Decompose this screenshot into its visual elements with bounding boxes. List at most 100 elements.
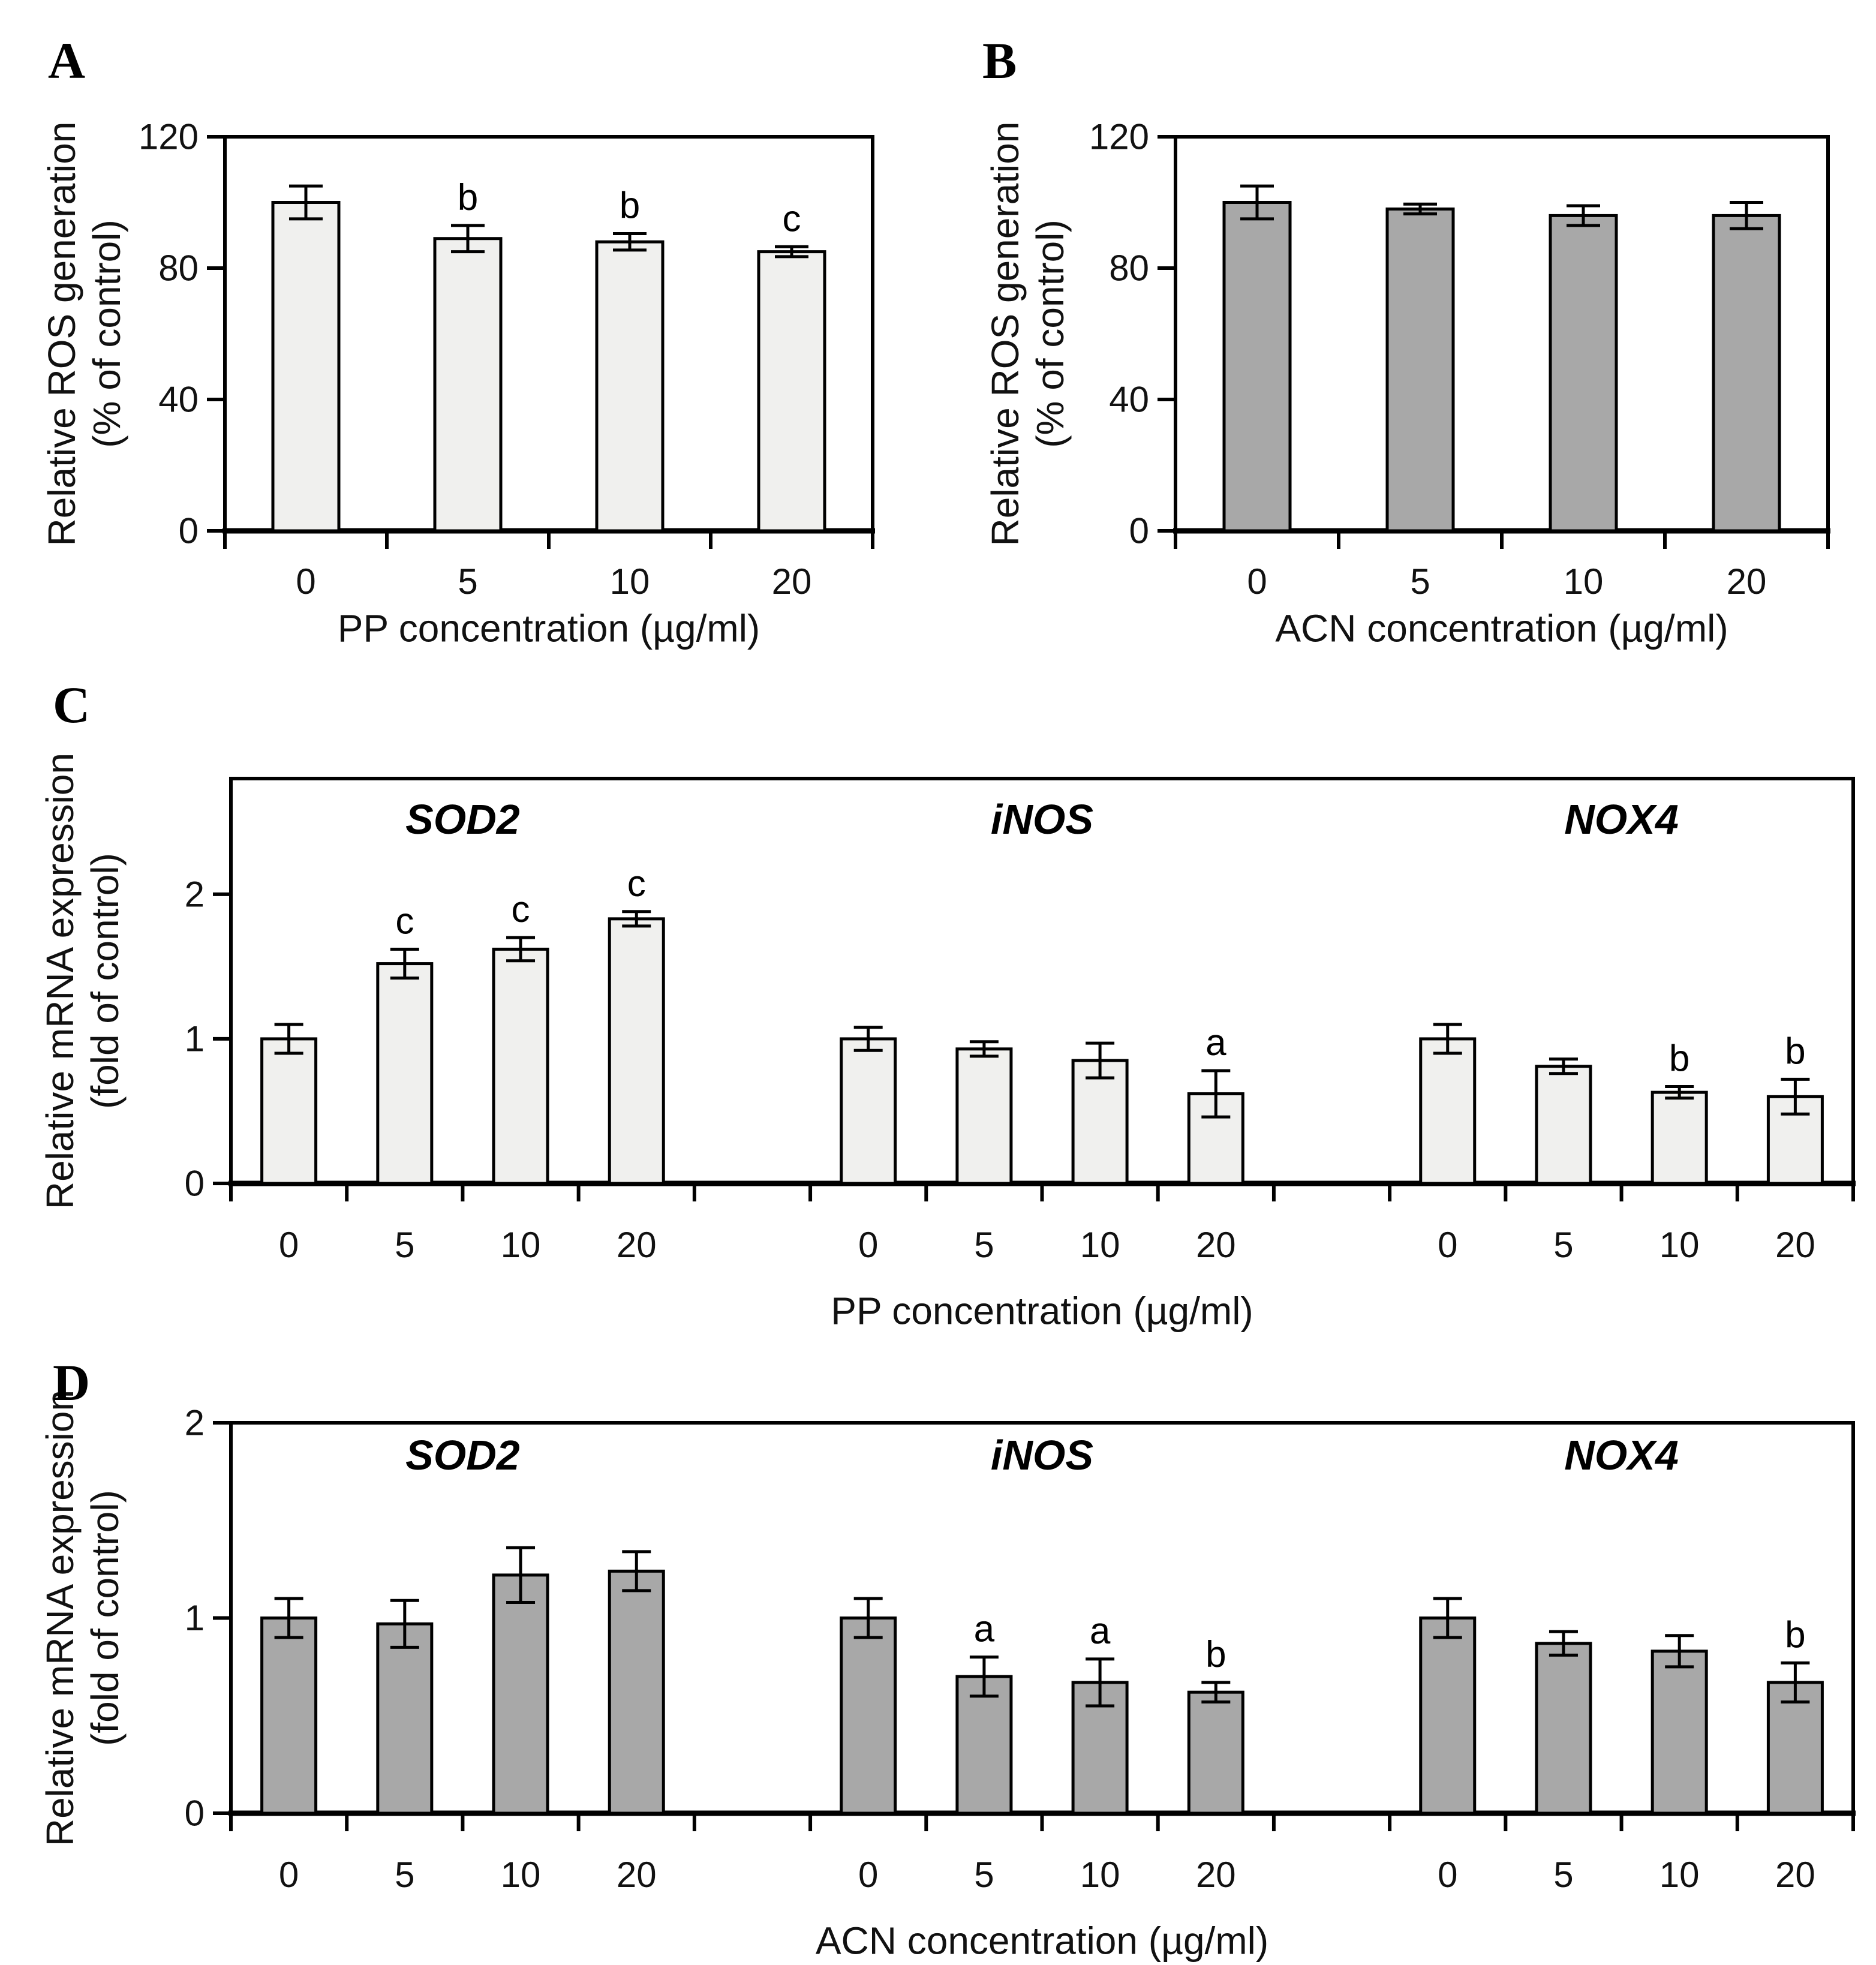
panel-letter-C: C xyxy=(53,676,91,734)
y-axis-label-line2: (fold of control) xyxy=(83,853,127,1109)
plot-box xyxy=(229,1421,1855,1815)
bar xyxy=(1222,201,1292,533)
bar xyxy=(1419,1617,1477,1815)
y-tick-label: 2 xyxy=(185,1403,205,1443)
bar xyxy=(271,201,341,533)
x-tick-label: 10 xyxy=(1080,1225,1120,1265)
x-tick-label: 0 xyxy=(296,561,315,602)
y-axis-label-line2: (% of control) xyxy=(1029,220,1072,448)
bar xyxy=(1385,207,1455,533)
bar xyxy=(376,962,434,1185)
x-axis-label: PP concentration (µg/ml) xyxy=(831,1289,1253,1332)
bar xyxy=(1187,1690,1244,1815)
y-tick-label: 1 xyxy=(185,1018,205,1059)
x-tick-label: 20 xyxy=(617,1225,657,1265)
x-tick-label: 5 xyxy=(395,1855,414,1895)
x-tick-label: 5 xyxy=(974,1225,994,1265)
y-axis-label-line2: (fold of control) xyxy=(83,1490,127,1746)
x-tick-label: 5 xyxy=(974,1855,994,1895)
bar xyxy=(840,1037,897,1185)
x-tick-label: 10 xyxy=(501,1855,541,1895)
x-tick-label: 0 xyxy=(279,1855,299,1895)
x-tick-label: 20 xyxy=(617,1855,657,1895)
significance-letter: b xyxy=(1785,1030,1805,1072)
x-tick-label: 0 xyxy=(858,1225,878,1265)
y-axis-label-line1: Relative mRNA expression xyxy=(38,1390,82,1846)
bar xyxy=(1419,1037,1477,1185)
y-tick-label: 40 xyxy=(1109,380,1149,420)
bar xyxy=(1535,1642,1592,1815)
x-tick-label: 5 xyxy=(1410,561,1430,602)
bar xyxy=(840,1617,897,1815)
x-tick-label: 10 xyxy=(1564,561,1604,602)
x-axis-label: PP concentration (µg/ml) xyxy=(338,606,760,650)
x-tick-label: 0 xyxy=(1438,1225,1457,1265)
panel-A: A 0 40 80 120 Relative ROS generation (% of c… xyxy=(0,0,936,654)
bar xyxy=(1650,1649,1708,1815)
bar xyxy=(1650,1090,1708,1185)
grouped-bar-chart-C: 0 1 2 Relative mRNA expression (fold of cont… xyxy=(38,753,1856,1332)
x-tick-label: 5 xyxy=(395,1225,414,1265)
group-title: iNOS xyxy=(991,796,1093,843)
x-tick-label: 20 xyxy=(1196,1225,1236,1265)
significance-letter: b xyxy=(458,177,478,218)
bar xyxy=(492,1573,549,1815)
y-axis-label-line1: Relative ROS generation xyxy=(984,122,1027,546)
x-tick-label: 5 xyxy=(458,561,477,602)
x-tick-label: 20 xyxy=(1775,1225,1815,1265)
x-tick-label: 5 xyxy=(1553,1225,1573,1265)
y-tick-label: 0 xyxy=(185,1164,205,1204)
bar xyxy=(260,1037,318,1185)
bar-chart-B: 0 40 80 120 Relative ROS generation (% of con… xyxy=(984,117,1830,650)
panel-C: C 0 1 2 Relative mRNA expression (fold of co… xyxy=(0,654,1876,1350)
panel-letter-B: B xyxy=(982,32,1017,89)
panel-D: D 0 1 2 Relative mRNA expression (fold of co… xyxy=(0,1350,1876,1965)
x-axis-label: ACN concentration (µg/ml) xyxy=(1275,606,1728,650)
y-tick-label: 40 xyxy=(158,380,199,420)
group-title: NOX4 xyxy=(1564,1432,1679,1479)
significance-letter: c xyxy=(395,900,414,942)
y-axis-label-line2: (% of control) xyxy=(85,220,128,448)
x-tick-label: 20 xyxy=(1727,561,1767,602)
bar xyxy=(433,237,503,533)
bar xyxy=(376,1622,434,1815)
significance-letter: a xyxy=(1205,1022,1226,1063)
y-tick-label: 0 xyxy=(1129,511,1149,551)
x-tick-label: 0 xyxy=(858,1855,878,1895)
y-axis-label-line1: Relative mRNA expression xyxy=(38,753,82,1209)
group-title: iNOS xyxy=(991,1432,1093,1479)
x-tick-label: 0 xyxy=(1247,561,1267,602)
x-tick-label: 0 xyxy=(1438,1855,1457,1895)
bar xyxy=(1766,1681,1824,1815)
significance-letter: c xyxy=(627,863,646,905)
significance-letter: c xyxy=(783,198,801,239)
significance-letter: b xyxy=(1205,1634,1226,1675)
significance-letter: b xyxy=(1785,1614,1805,1655)
x-tick-label: 20 xyxy=(1196,1855,1236,1895)
x-tick-label: 10 xyxy=(1659,1225,1700,1265)
panel-letter-D: D xyxy=(53,1354,91,1411)
x-tick-label: 10 xyxy=(501,1225,541,1265)
significance-letter: a xyxy=(974,1609,995,1650)
x-tick-label: 5 xyxy=(1553,1855,1573,1895)
y-tick-label: 1 xyxy=(185,1598,205,1638)
grouped-bar-chart-D: 0 1 2 Relative mRNA expression (fold of cont… xyxy=(38,1390,1856,1962)
y-tick-label: 80 xyxy=(158,248,199,289)
bar xyxy=(608,917,665,1185)
y-tick-label: 0 xyxy=(179,511,199,551)
panel-letter-A: A xyxy=(48,32,86,89)
x-tick-label: 20 xyxy=(772,561,812,602)
bar xyxy=(260,1617,318,1815)
y-tick-label: 80 xyxy=(1109,248,1149,289)
bar xyxy=(608,1569,665,1815)
y-tick-label: 120 xyxy=(1089,117,1149,157)
y-tick-label: 120 xyxy=(139,117,199,157)
bar xyxy=(595,240,665,533)
x-axis-label: ACN concentration (µg/ml) xyxy=(816,1919,1268,1962)
y-tick-label: 2 xyxy=(185,874,205,914)
x-tick-label: 10 xyxy=(610,561,650,602)
group-title: NOX4 xyxy=(1564,796,1679,843)
bar xyxy=(955,1047,1013,1185)
group-title: SOD2 xyxy=(405,1432,520,1479)
